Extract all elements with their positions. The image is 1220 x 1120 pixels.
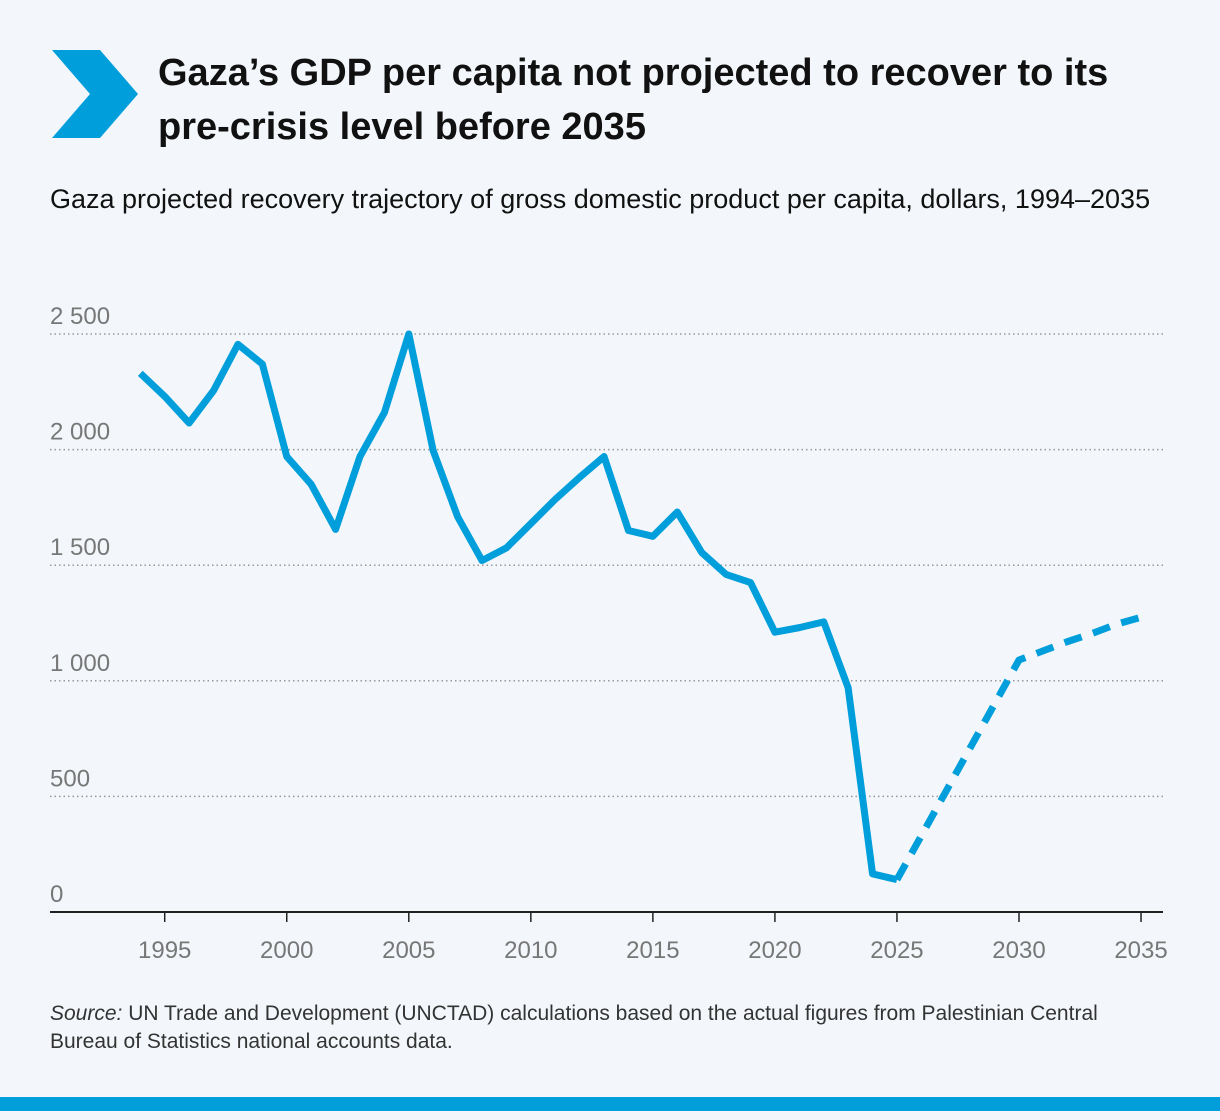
chart-subtitle: Gaza projected recovery trajectory of gr…: [50, 184, 1151, 214]
y-tick-label: 1 000: [50, 650, 110, 677]
y-tick-label: 2 500: [50, 303, 110, 330]
y-tick-label: 1 500: [50, 534, 110, 561]
x-tick-label: 2005: [382, 937, 435, 964]
chart-title: Gaza’s GDP per capita not projected to r…: [158, 52, 1109, 148]
data-line: [893, 613, 1142, 882]
chevron-icon: [52, 50, 138, 138]
y-tick-label: 0: [50, 881, 63, 908]
y-tick-label: 2 000: [50, 419, 110, 446]
x-tick-label: 1995: [138, 937, 191, 964]
x-tick-label: 2015: [626, 937, 679, 964]
source-note: Source: UN Trade and Development (UNCTAD…: [50, 1000, 1170, 1056]
data-line: [137, 330, 898, 884]
x-tick-label: 2025: [870, 937, 923, 964]
y-tick-label: 500: [50, 765, 90, 792]
source-text: UN Trade and Development (UNCTAD) calcul…: [50, 1002, 1098, 1053]
bottom-bar: [0, 1097, 1220, 1111]
source-label: Source:: [50, 1002, 123, 1025]
x-tick-label: 2020: [748, 937, 801, 964]
x-tick-label: 2010: [504, 937, 557, 964]
x-tick-label: 2035: [1114, 937, 1167, 964]
x-tick-label: 2030: [992, 937, 1045, 964]
x-tick-label: 2000: [260, 937, 313, 964]
